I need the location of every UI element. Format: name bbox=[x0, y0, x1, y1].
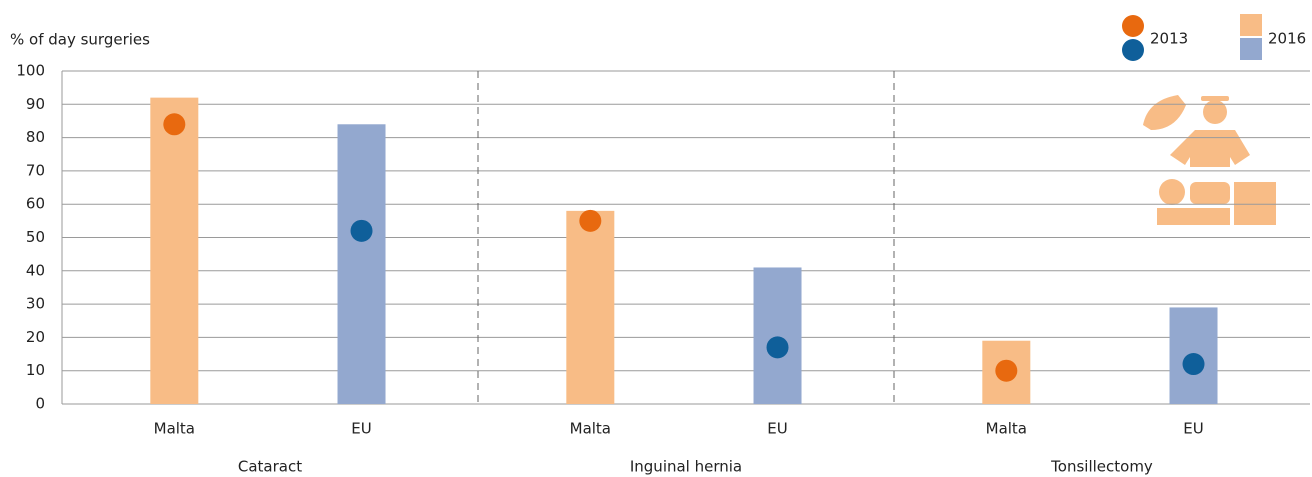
dot bbox=[995, 360, 1017, 382]
y-tick-label: 70 bbox=[26, 161, 45, 179]
bar bbox=[150, 98, 198, 404]
y-axis-label: % of day surgeries bbox=[10, 31, 150, 49]
x-tick-label: Malta bbox=[986, 420, 1027, 438]
legend-swatch bbox=[1122, 39, 1144, 61]
y-tick-label: 90 bbox=[26, 95, 45, 113]
dot bbox=[351, 220, 373, 242]
bar bbox=[338, 124, 386, 404]
y-tick-label: 40 bbox=[26, 261, 45, 279]
group-label: Cataract bbox=[238, 458, 302, 476]
bar bbox=[754, 267, 802, 404]
y-tick-label: 50 bbox=[26, 228, 45, 246]
y-tick-label: 80 bbox=[26, 128, 45, 146]
legend-swatch bbox=[1122, 15, 1144, 37]
x-tick-label: EU bbox=[1183, 420, 1203, 438]
y-tick-label: 10 bbox=[26, 361, 45, 379]
y-tick-label: 60 bbox=[26, 195, 45, 213]
dot bbox=[1183, 353, 1205, 375]
y-tick-label: 0 bbox=[35, 395, 45, 413]
x-tick-label: Malta bbox=[154, 420, 195, 438]
legend-swatch bbox=[1240, 38, 1262, 60]
x-tick-label: EU bbox=[767, 420, 787, 438]
x-tick-label: EU bbox=[351, 420, 371, 438]
chart: % of day surgeries 0 10 20 30 40 50 60 70 80 90 10… bbox=[0, 0, 1312, 477]
y-tick-label: 100 bbox=[16, 62, 45, 80]
x-tick-label: Malta bbox=[570, 420, 611, 438]
legend-swatch bbox=[1240, 14, 1262, 36]
dot bbox=[163, 113, 185, 135]
legend-label: 2016 bbox=[1268, 30, 1306, 48]
y-tick-label: 30 bbox=[26, 295, 45, 313]
group-label: Tonsillectomy bbox=[1050, 458, 1153, 476]
dot bbox=[579, 210, 601, 232]
legend-label: 2013 bbox=[1150, 30, 1188, 48]
dot bbox=[767, 336, 789, 358]
bar bbox=[566, 211, 614, 404]
group-label: Inguinal hernia bbox=[630, 458, 742, 476]
surgery-icon bbox=[1143, 95, 1276, 225]
y-tick-label: 20 bbox=[26, 328, 45, 346]
